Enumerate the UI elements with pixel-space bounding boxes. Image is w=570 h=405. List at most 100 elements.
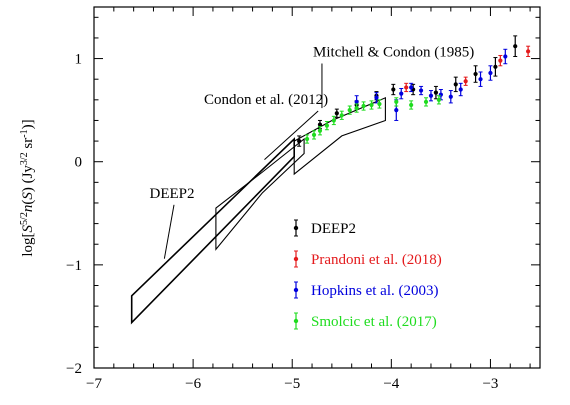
y-tick-label: −1 [66, 258, 82, 274]
annotation-label: Mitchell & Condon (1985) [313, 45, 474, 61]
y-axis-label-part: sr [20, 138, 36, 153]
legend-marker [293, 318, 299, 324]
marker [409, 85, 414, 90]
y-axis-label-part: n [20, 205, 36, 213]
marker [311, 132, 317, 137]
marker [428, 93, 434, 98]
marker [331, 118, 336, 123]
y-axis-label-part: 3/2 [19, 152, 30, 165]
marker [498, 58, 503, 63]
data-point [399, 87, 404, 100]
data-point [411, 83, 416, 96]
data-point [409, 100, 414, 110]
y-tick-label: 0 [75, 155, 83, 171]
data-point [391, 83, 396, 96]
data-point [339, 110, 344, 120]
data-point [297, 135, 302, 147]
data-point [498, 54, 503, 67]
marker [513, 44, 518, 49]
data-point [526, 45, 531, 58]
marker [317, 122, 323, 127]
marker [391, 87, 396, 92]
data-point [436, 95, 442, 105]
data-point [404, 82, 409, 93]
marker [317, 128, 323, 133]
x-tick-label: −5 [284, 376, 300, 392]
data-point [377, 99, 382, 109]
x-tick-label: −3 [482, 376, 498, 392]
marker [369, 102, 374, 108]
legend-item: Smolcic et al. (2017) [293, 312, 437, 330]
marker [394, 108, 399, 113]
axis-tick-labels: −7 −6 −5 −4 −3 −2 −1 0 1 [66, 52, 498, 392]
x-tick-label: −6 [185, 376, 201, 392]
marker [478, 77, 483, 82]
region-condon-et-al-2012 [215, 137, 305, 251]
marker [399, 91, 404, 96]
data-point [473, 65, 478, 83]
legend-label: DEEP2 [311, 221, 356, 237]
marker [404, 85, 409, 90]
data-point [361, 101, 366, 111]
marker [463, 79, 468, 84]
marker [347, 108, 352, 113]
y-tick-label: −2 [66, 361, 82, 377]
data-point [423, 97, 429, 107]
marker [339, 113, 344, 118]
axis-ticks [93, 7, 540, 369]
marker [458, 87, 463, 92]
legend-label: Smolcic et al. (2017) [311, 314, 437, 330]
legend-item: Prandoni et al. (2018) [293, 250, 442, 268]
data-point [458, 82, 463, 97]
annotation-pointer [163, 204, 175, 259]
data-point [334, 108, 339, 118]
data-point [394, 97, 399, 107]
data-point [488, 65, 493, 81]
data-point [409, 82, 414, 93]
marker [361, 103, 366, 109]
marker [433, 90, 439, 95]
marker [418, 88, 424, 93]
legend-item: DEEP2 [293, 219, 356, 237]
marker [297, 138, 302, 144]
marker [334, 111, 339, 116]
data-point [331, 115, 336, 126]
data-point [369, 100, 374, 110]
marker [488, 70, 493, 76]
data-points [297, 35, 531, 147]
marker [377, 101, 382, 107]
y-tick-label: 1 [75, 52, 83, 68]
data-point [478, 71, 483, 87]
legend-marker [293, 287, 299, 293]
data-point [354, 103, 359, 113]
data-point [503, 48, 508, 65]
legend: DEEP2 Prandoni et al. (2018) Hopkins et al… [293, 219, 442, 330]
marker [493, 64, 498, 69]
data-point [428, 90, 434, 102]
annotation-label: Condon et al. (2012) [204, 92, 328, 108]
marker [374, 95, 379, 100]
y-axis-label-part: S [20, 224, 36, 232]
annotation-label: DEEP2 [150, 186, 195, 202]
data-point [463, 76, 468, 86]
marker [453, 82, 458, 87]
data-point [453, 76, 458, 93]
legend-label: Hopkins et al. (2003) [311, 283, 438, 299]
data-point [347, 105, 352, 115]
marker [423, 99, 429, 104]
legend-item: Hopkins et al. (2003) [293, 281, 438, 299]
data-point [418, 85, 424, 96]
data-point [433, 85, 439, 100]
data-point [513, 35, 518, 58]
data-point [324, 120, 330, 131]
marker [448, 94, 453, 99]
y-axis-label-part: S [20, 192, 36, 200]
marker [409, 102, 414, 108]
marker [436, 97, 442, 102]
data-point [304, 134, 310, 144]
marker [354, 99, 359, 104]
marker [526, 49, 531, 54]
annotations: Mitchell & Condon (1985) Condon et al. (2… [150, 45, 474, 259]
marker [324, 123, 330, 128]
